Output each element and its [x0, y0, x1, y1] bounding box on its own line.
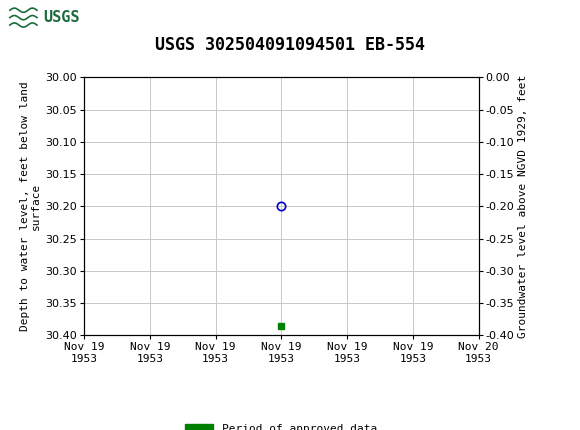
Legend: Period of approved data: Period of approved data — [181, 419, 382, 430]
Text: USGS 302504091094501 EB-554: USGS 302504091094501 EB-554 — [155, 36, 425, 54]
Y-axis label: Groundwater level above NGVD 1929, feet: Groundwater level above NGVD 1929, feet — [519, 75, 528, 338]
Text: USGS: USGS — [44, 10, 80, 25]
Y-axis label: Depth to water level, feet below land
surface: Depth to water level, feet below land su… — [20, 82, 41, 331]
FancyBboxPatch shape — [7, 3, 74, 32]
